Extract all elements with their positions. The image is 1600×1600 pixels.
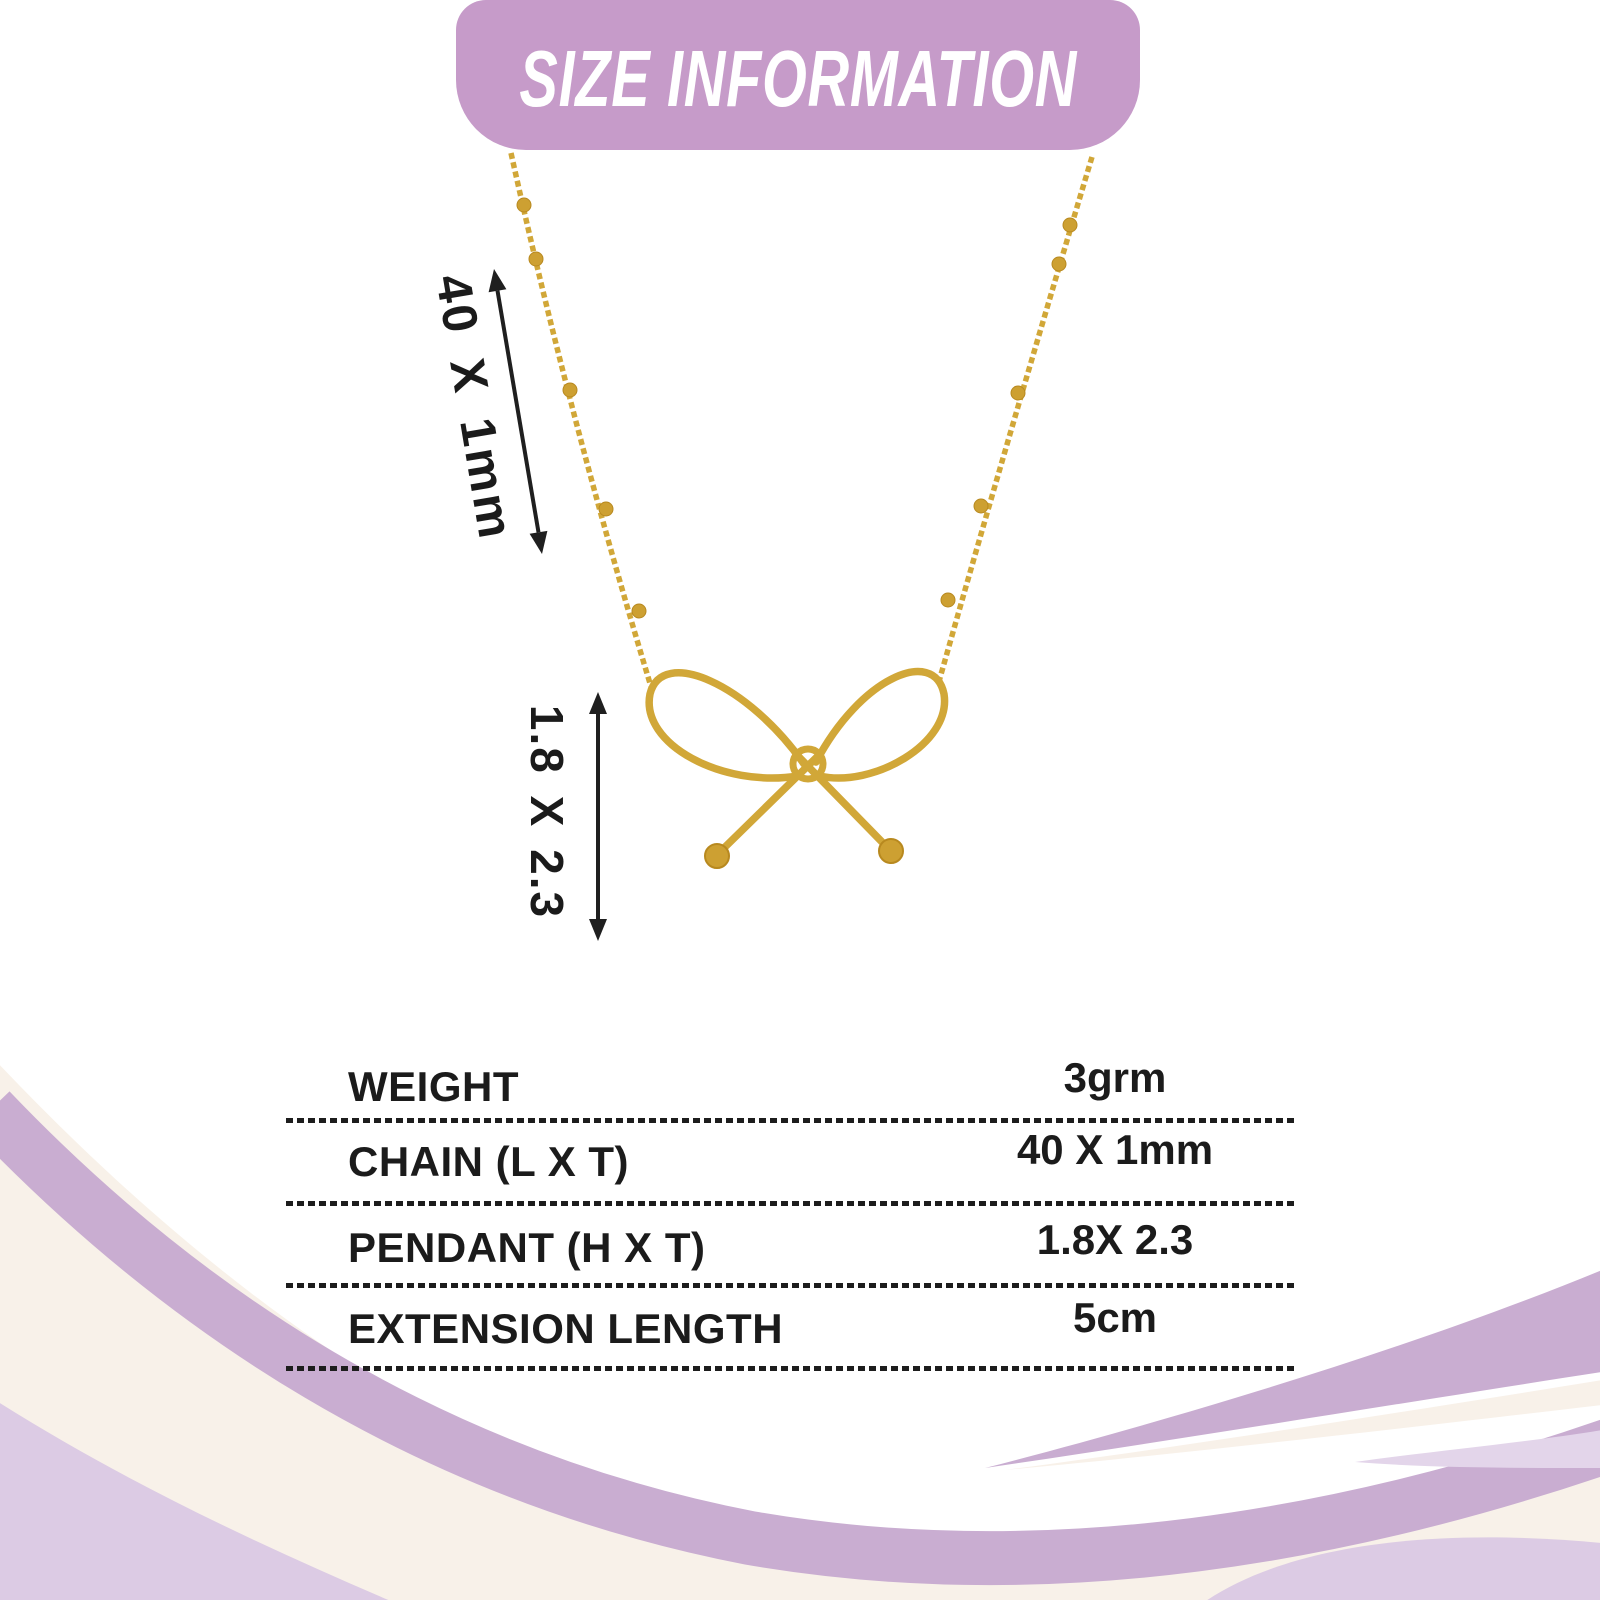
title-banner: SIZE INFORMATION xyxy=(456,0,1140,150)
chain-dimension-arrow xyxy=(488,269,548,554)
spec-row-label: CHAIN (L X T) xyxy=(348,1138,630,1185)
bow-pendant xyxy=(645,667,949,869)
table-divider xyxy=(286,1201,1296,1206)
spec-row-value: 5cm xyxy=(1072,1294,1158,1341)
spec-row-label: WEIGHT xyxy=(348,1063,519,1110)
swirl-cream-band xyxy=(0,1065,1600,1600)
page-title: SIZE INFORMATION xyxy=(519,34,1077,123)
spec-row-value: 1.8X 2.3 xyxy=(1036,1216,1194,1263)
swirl-mauve-wave xyxy=(0,1091,1600,1586)
necklace-chain-left xyxy=(508,152,655,691)
pendant-dimension-label: 1.8 X 2.3 xyxy=(521,704,573,920)
spec-row-value: 40 X 1mm xyxy=(1016,1126,1214,1173)
pendant-dimension-arrow xyxy=(589,692,607,941)
swirl-lavender-corner xyxy=(0,1403,389,1600)
table-divider xyxy=(286,1118,1296,1123)
swirl-fan-wedge-lavender xyxy=(1355,1430,1600,1468)
swirl-fan-wedge-mauve xyxy=(985,1270,1600,1468)
table-divider xyxy=(286,1283,1296,1288)
spec-row-label: EXTENSION LENGTH xyxy=(348,1305,784,1352)
spec-row-label: PENDANT (H X T) xyxy=(348,1224,706,1271)
necklace-chain-right xyxy=(935,156,1095,686)
swirl-lavender-blob xyxy=(1207,1537,1600,1600)
table-divider xyxy=(286,1366,1296,1371)
spec-row-value: 3grm xyxy=(1063,1054,1167,1101)
